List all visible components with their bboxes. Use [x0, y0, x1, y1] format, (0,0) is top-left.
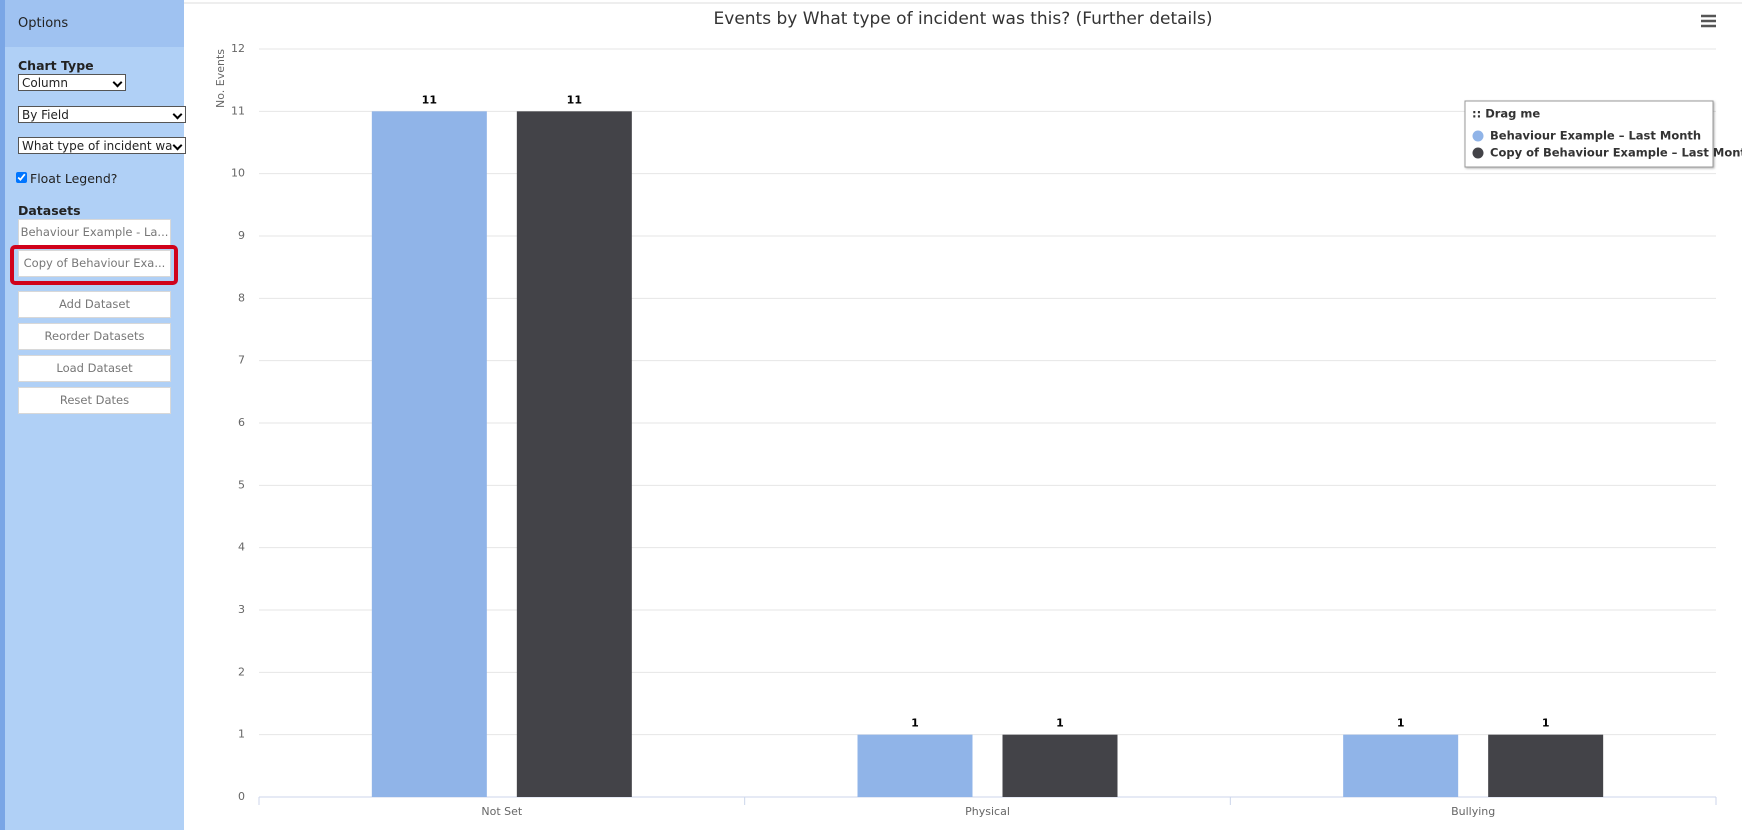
y-tick-label: 8 — [238, 291, 245, 304]
float-legend-label: Float Legend? — [30, 171, 118, 186]
reset-button[interactable]: Reset Dates — [18, 387, 171, 414]
y-tick-label: 11 — [231, 104, 245, 117]
data-label: 11 — [567, 93, 582, 106]
y-tick-label: 1 — [238, 728, 245, 741]
data-label: 1 — [1056, 717, 1064, 730]
y-tick-label: 2 — [238, 665, 245, 678]
legend-title: :: Drag me — [1472, 107, 1540, 121]
legend-entry: Behaviour Example – Last Month — [1490, 129, 1701, 143]
data-label: 1 — [1542, 717, 1550, 730]
chart-title: Events by What type of incident was this… — [714, 9, 1213, 29]
bar — [516, 111, 632, 798]
bar — [1343, 734, 1459, 797]
data-label: 1 — [911, 717, 919, 730]
float-legend-checkbox[interactable] — [16, 172, 27, 183]
sidebar-header[interactable]: Options — [5, 0, 184, 47]
bar — [1002, 734, 1118, 797]
sidebar: Options Chart Type Column By Field What … — [0, 0, 186, 830]
x-tick-label: Bullying — [1451, 805, 1495, 818]
y-tick-label: 12 — [231, 42, 245, 55]
y-tick-label: 4 — [238, 541, 245, 554]
y-axis-title: No. Events — [214, 49, 227, 108]
menu-icon[interactable] — [1701, 14, 1716, 28]
x-tick-label: Physical — [965, 805, 1010, 818]
chart-type-label: Chart Type — [18, 58, 94, 73]
datasets-label: Datasets — [18, 203, 81, 218]
y-tick-label: 5 — [238, 478, 245, 491]
x-tick-label: Not Set — [481, 805, 523, 818]
dataset-button[interactable]: Behaviour Example - La... — [18, 219, 171, 246]
data-label: 1 — [1397, 717, 1405, 730]
reorder-button[interactable]: Reorder Datasets — [18, 323, 171, 350]
add-dataset-button[interactable]: Add Dataset — [18, 291, 171, 318]
y-tick-label: 9 — [238, 229, 245, 242]
legend-marker — [1472, 147, 1484, 159]
legend-entry: Copy of Behaviour Example – Last Month — [1490, 146, 1742, 160]
group-select[interactable]: By Field — [18, 106, 186, 123]
y-tick-label: 3 — [238, 603, 245, 616]
load-button[interactable]: Load Dataset — [18, 355, 171, 382]
float-legend: Float Legend? — [16, 171, 117, 186]
dataset-button[interactable]: Copy of Behaviour Exa... — [18, 250, 171, 277]
legend-box — [1464, 100, 1714, 168]
field-select[interactable]: What type of incident wa — [18, 137, 186, 154]
bar — [371, 111, 487, 798]
y-tick-label: 0 — [238, 790, 245, 803]
highlight-box — [10, 245, 178, 285]
bar — [1488, 734, 1604, 797]
legend-marker — [1472, 130, 1484, 142]
y-tick-label: 10 — [231, 167, 245, 180]
y-tick-label: 7 — [238, 354, 245, 367]
bar — [857, 734, 973, 797]
chart-type-select[interactable]: Column — [18, 74, 126, 91]
y-tick-label: 6 — [238, 416, 245, 429]
data-label: 11 — [422, 93, 437, 106]
